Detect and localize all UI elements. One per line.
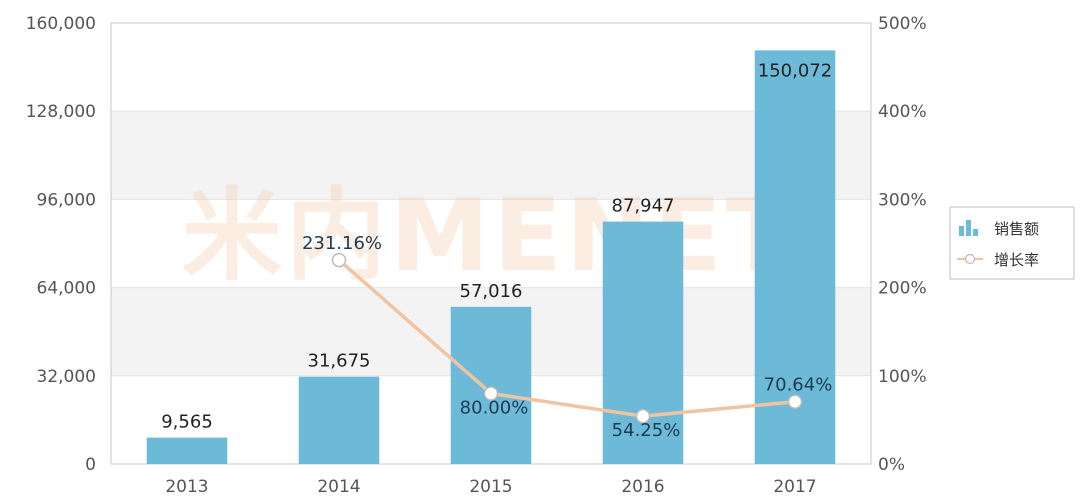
bar-data-label: 150,072 — [758, 60, 832, 81]
legend-bar-icon — [966, 220, 971, 236]
y-left-tick-label: 64,000 — [37, 279, 96, 299]
bar-data-label: 31,675 — [308, 351, 371, 372]
right-axis: 0% 100% 200% 300% 400% 500% — [878, 14, 927, 475]
x-tick-label: 2015 — [469, 477, 512, 497]
legend-bar-icon — [973, 229, 978, 236]
x-tick-label: 2013 — [165, 477, 208, 497]
y-left-tick-label: 128,000 — [26, 102, 96, 122]
x-axis: 2013 2014 2015 2016 2017 — [165, 477, 816, 497]
line-point — [787, 394, 803, 409]
line-series — [331, 252, 803, 424]
x-tick-label: 2016 — [621, 477, 664, 497]
y-left-tick-label: 32,000 — [37, 367, 96, 387]
bar-data-label: 87,947 — [612, 196, 675, 217]
line-point — [483, 386, 499, 401]
bar — [298, 376, 380, 464]
bar-data-labels: 9,565 31,675 57,016 87,947 150,072 — [161, 60, 832, 432]
y-right-tick-label: 300% — [878, 190, 927, 210]
y-left-tick-label: 160,000 — [26, 14, 96, 34]
bar — [146, 437, 228, 464]
line-data-label: 54.25% — [612, 420, 681, 441]
bar — [602, 221, 684, 464]
y-right-tick-label: 500% — [878, 14, 927, 34]
bar-data-label: 57,016 — [460, 281, 523, 302]
plot-band — [111, 111, 871, 200]
bar — [450, 306, 532, 464]
left-axis: 0 32,000 64,000 96,000 128,000 160,000 — [26, 14, 96, 475]
y-right-tick-label: 0% — [878, 455, 905, 475]
y-left-tick-label: 96,000 — [37, 190, 96, 210]
legend-label: 销售额 — [994, 220, 1039, 238]
growth-line — [337, 258, 796, 418]
y-right-tick-label: 400% — [878, 102, 927, 122]
x-tick-label: 2014 — [317, 477, 360, 497]
x-tick-label: 2017 — [773, 477, 816, 497]
line-data-label: 80.00% — [460, 397, 529, 418]
watermark: 米内MENET — [182, 177, 798, 294]
line-data-label: 70.64% — [764, 375, 833, 396]
bar-data-label: 9,565 — [161, 412, 213, 433]
y-right-tick-label: 100% — [878, 367, 927, 387]
legend-marker-icon — [964, 253, 976, 265]
line-data-labels: 231.16% 80.00% 54.25% 70.64% — [302, 233, 832, 441]
y-right-tick-label: 200% — [878, 279, 927, 299]
bar-series — [146, 50, 836, 465]
legend-bar-icon — [959, 226, 964, 236]
legend-box — [949, 206, 1075, 280]
plot-bands — [111, 110, 871, 377]
legend-label: 增长率 — [994, 251, 1039, 269]
line-point — [635, 408, 651, 424]
y-left-tick-label: 0 — [85, 455, 96, 475]
line-data-label: 231.16% — [302, 233, 382, 254]
line-point — [331, 252, 347, 268]
